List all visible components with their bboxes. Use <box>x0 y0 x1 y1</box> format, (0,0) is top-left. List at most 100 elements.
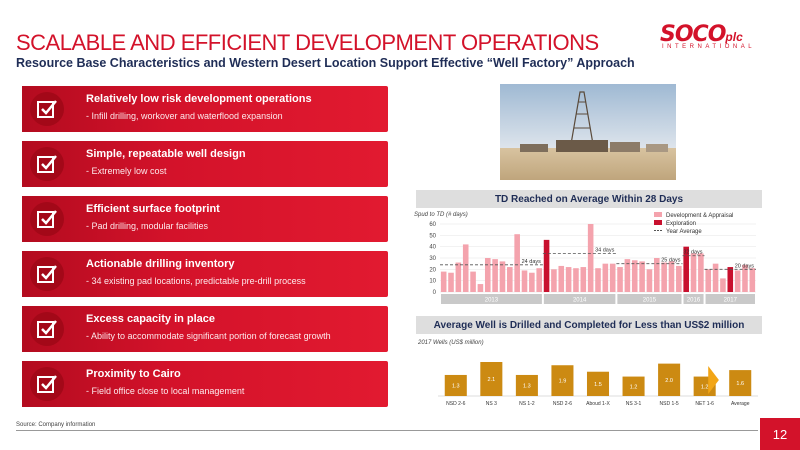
drilling-rig-photo <box>500 84 676 180</box>
legend-swatch-exploration <box>654 220 662 225</box>
year-average-label: 32 days <box>683 250 703 256</box>
development-bar <box>536 268 543 292</box>
development-bar <box>580 267 587 292</box>
x-tick-label: NET 1-6 <box>695 401 714 407</box>
feature-title: Actionable drilling inventory <box>86 258 235 270</box>
development-bar <box>558 265 565 292</box>
page-number: 12 <box>760 418 800 450</box>
feature-title: Excess capacity in place <box>86 313 216 325</box>
page-subtitle: Resource Base Characteristics and Wester… <box>16 56 635 70</box>
development-bar <box>749 268 756 292</box>
development-bar <box>720 278 726 292</box>
exploration-bar <box>543 239 550 292</box>
development-bar <box>698 253 704 292</box>
feature-desc: - 34 existing pad locations, predictable… <box>86 276 306 286</box>
cost-bar <box>586 371 610 396</box>
year-label: 2014 <box>573 298 587 304</box>
feature-title: Proximity to Cairo <box>86 368 181 380</box>
feature-title: Simple, repeatable well design <box>86 148 246 160</box>
year-label: 2015 <box>643 298 657 304</box>
development-bar <box>514 234 520 292</box>
feature-title: Relatively low risk development operatio… <box>86 93 312 105</box>
year-average-label: 24 days <box>522 259 542 265</box>
data-label: 1.3 <box>523 383 531 389</box>
development-bar <box>551 269 557 292</box>
year-label: 2017 <box>724 298 738 304</box>
development-bar <box>587 224 594 292</box>
legend-label: Exploration <box>666 221 696 227</box>
development-bar <box>661 262 667 292</box>
year-average-label: 20 days <box>735 263 755 269</box>
year-band <box>705 294 755 304</box>
feature-item: Excess capacity in place - Ability to ac… <box>22 306 388 352</box>
data-label: 1.6 <box>736 381 744 387</box>
data-label: 2.1 <box>488 377 496 383</box>
feature-item: Actionable drilling inventory - 34 exist… <box>22 251 388 297</box>
cost-bar <box>515 374 538 396</box>
checkbox-icon <box>30 202 64 236</box>
development-bar <box>448 272 454 292</box>
feature-title: Efficient surface footprint <box>86 203 220 215</box>
development-bar <box>440 271 447 292</box>
year-band <box>543 294 616 304</box>
x-tick-label: NSD 1-5 <box>660 401 679 407</box>
y-tick-label: 20 <box>429 267 436 273</box>
development-bar <box>734 270 741 292</box>
year-average-label: 25 days <box>661 258 681 264</box>
data-label: 1.3 <box>452 383 460 389</box>
logo-international: INTERNATIONAL <box>662 44 756 50</box>
logo-plc: plc <box>725 30 743 44</box>
development-bar <box>617 267 623 292</box>
checkbox-icon <box>30 367 64 401</box>
development-bar <box>477 284 484 292</box>
year-label: 2013 <box>485 298 499 304</box>
year-band <box>683 294 704 304</box>
development-bar <box>462 244 469 292</box>
x-tick-label: NS 3 <box>486 401 497 407</box>
x-tick-label: Aboud 1-X <box>586 401 610 407</box>
y-tick-label: 60 <box>429 222 436 228</box>
feature-desc: - Field office close to local management <box>86 386 245 396</box>
development-bar <box>484 258 491 292</box>
x-tick-label: NSD 2-6 <box>553 401 572 407</box>
cost-bar <box>480 362 503 396</box>
checkbox-icon <box>30 312 64 346</box>
feature-desc: - Extremely low cost <box>86 166 167 176</box>
development-bar <box>573 268 579 292</box>
y-tick-label: 0 <box>433 290 437 296</box>
development-bar <box>565 267 572 292</box>
data-label: 1.2 <box>630 384 638 390</box>
footer-divider <box>16 430 758 431</box>
feature-item: Proximity to Cairo - Field office close … <box>22 361 388 407</box>
legend-label: Year Average <box>666 229 702 235</box>
logo-main: SOCO <box>660 22 726 47</box>
development-bar <box>455 262 462 292</box>
page-title: SCALABLE AND EFFICIENT DEVELOPMENT OPERA… <box>16 30 599 55</box>
exploration-bar <box>727 267 734 292</box>
development-bar <box>529 272 535 292</box>
y-tick-label: 40 <box>429 245 436 251</box>
development-bar <box>631 260 638 292</box>
development-bar <box>602 263 609 292</box>
checkbox-icon <box>30 92 64 126</box>
td-days-chart: Spud to TD (# days) 0 10 20 30 40 50 60 24 days 2… <box>414 212 756 304</box>
y-tick-label: 10 <box>429 279 436 285</box>
development-bar <box>653 258 660 292</box>
year-average-label: 34 days <box>595 247 615 253</box>
development-bar <box>712 263 719 292</box>
feature-item: Simple, repeatable well design - Extreme… <box>22 141 388 187</box>
cost-bar <box>729 370 752 396</box>
cost-bar <box>551 365 574 396</box>
y-tick-label: 50 <box>429 233 436 239</box>
year-band <box>617 294 682 304</box>
feature-desc: - Pad drilling, modular facilities <box>86 221 209 231</box>
data-label: 1.5 <box>594 382 602 388</box>
well-cost-chart: 2017 Wells (US$ million) 1.3 NSD 2-6 2.1 NS … <box>417 340 758 407</box>
development-bar <box>742 264 748 292</box>
cost-bar <box>444 374 467 396</box>
development-bar <box>705 269 712 292</box>
development-bar <box>521 270 528 292</box>
development-bar <box>646 269 653 292</box>
data-label: 1.9 <box>559 379 567 385</box>
arrow-icon <box>708 366 719 394</box>
